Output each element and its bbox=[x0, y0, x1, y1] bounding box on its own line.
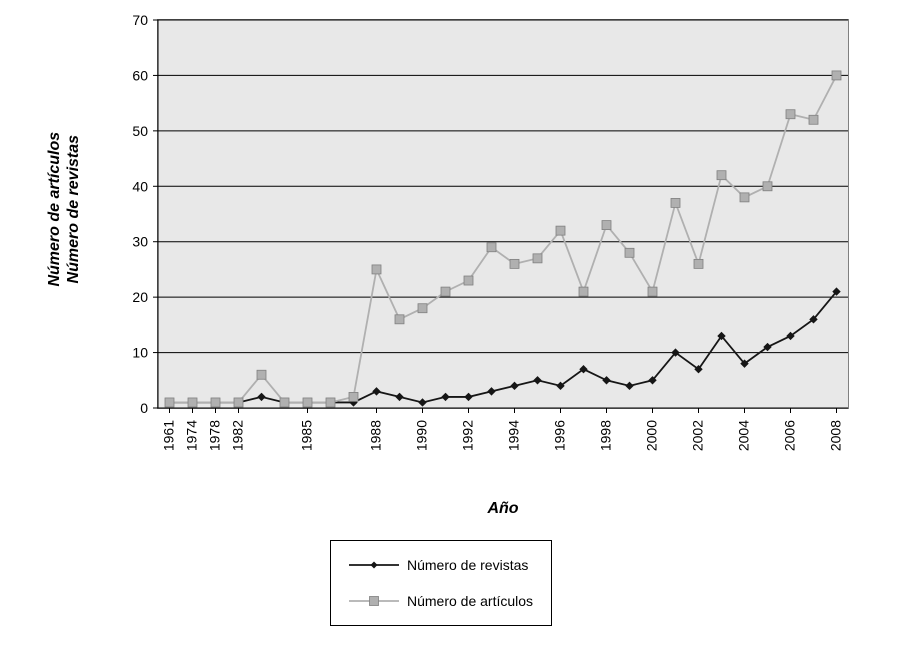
square-marker bbox=[579, 287, 588, 296]
y-tick-label: 60 bbox=[132, 67, 148, 83]
square-marker bbox=[809, 115, 818, 124]
square-marker bbox=[464, 276, 473, 285]
square-marker bbox=[487, 243, 496, 252]
square-marker bbox=[832, 71, 841, 80]
x-tick-label: 1998 bbox=[598, 420, 614, 451]
square-marker bbox=[625, 248, 634, 257]
square-marker bbox=[326, 398, 335, 407]
square-marker bbox=[257, 370, 266, 379]
y-tick-label: 30 bbox=[132, 234, 148, 250]
square-marker bbox=[740, 193, 749, 202]
square-marker bbox=[648, 287, 657, 296]
square-marker bbox=[234, 398, 243, 407]
square-marker bbox=[510, 259, 519, 268]
square-marker bbox=[533, 254, 542, 263]
x-tick-label: 1985 bbox=[299, 420, 315, 451]
x-tick-label: 2006 bbox=[782, 420, 798, 451]
x-tick-label: 1994 bbox=[506, 420, 522, 451]
x-tick-label: 2002 bbox=[690, 420, 706, 451]
x-tick-label: 1961 bbox=[161, 420, 177, 451]
plot-area bbox=[158, 20, 848, 408]
square-marker bbox=[372, 265, 381, 274]
square-marker bbox=[303, 398, 312, 407]
y-tick-label: 50 bbox=[132, 123, 148, 139]
x-tick-label: 1988 bbox=[368, 420, 384, 451]
square-marker bbox=[418, 304, 427, 313]
legend-label: Número de artículos bbox=[407, 593, 533, 609]
chart-container: 0 10 20 30 40 50 60 70 1961 1974 1978 1982 1985 1988 1… bbox=[0, 0, 910, 654]
x-tick-label: 2000 bbox=[644, 420, 660, 451]
y-tick-label: 40 bbox=[132, 178, 148, 194]
y-axis-title-line2: Número de revistas bbox=[64, 109, 83, 309]
legend-item: Número de artículos bbox=[349, 587, 533, 615]
square-marker bbox=[395, 315, 404, 324]
square-marker bbox=[441, 287, 450, 296]
square-marker bbox=[786, 110, 795, 119]
legend: Número de revistas Número de artículos bbox=[330, 540, 552, 626]
x-tick-label: 2004 bbox=[736, 420, 752, 451]
y-tick-label: 70 bbox=[132, 12, 148, 28]
x-tick-label: 1982 bbox=[230, 420, 246, 451]
square-marker bbox=[280, 398, 289, 407]
x-tick-label: 2008 bbox=[828, 420, 844, 451]
x-axis-title: Año bbox=[158, 500, 848, 518]
legend-swatch bbox=[349, 558, 399, 572]
square-marker bbox=[349, 392, 358, 401]
square-marker bbox=[717, 171, 726, 180]
square-marker bbox=[763, 182, 772, 191]
y-axis-title: Número de artículos Número de revistas bbox=[45, 109, 83, 309]
x-tick-label: 1974 bbox=[184, 420, 200, 451]
legend-swatch bbox=[349, 594, 399, 608]
square-marker bbox=[165, 398, 174, 407]
legend-label: Número de revistas bbox=[407, 557, 528, 573]
y-tick-label: 10 bbox=[132, 345, 148, 361]
x-tick-label: 1978 bbox=[207, 420, 223, 451]
square-marker bbox=[602, 221, 611, 230]
square-marker bbox=[211, 398, 220, 407]
y-tick-label: 0 bbox=[140, 400, 148, 416]
legend-item: Número de revistas bbox=[349, 551, 533, 579]
x-tick-label: 1992 bbox=[460, 420, 476, 451]
x-tick-label: 1990 bbox=[414, 420, 430, 451]
x-tick-label: 1996 bbox=[552, 420, 568, 451]
square-marker bbox=[671, 198, 680, 207]
y-tick-label: 20 bbox=[132, 289, 148, 305]
square-marker bbox=[556, 226, 565, 235]
square-marker bbox=[694, 259, 703, 268]
y-axis-title-line1: Número de artículos bbox=[45, 109, 64, 309]
square-marker bbox=[188, 398, 197, 407]
